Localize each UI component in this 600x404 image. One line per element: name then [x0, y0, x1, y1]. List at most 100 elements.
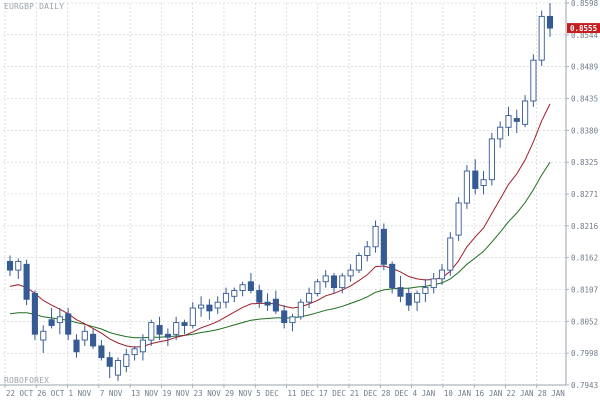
candle: [231, 287, 238, 303]
price-label: 0.8435: [571, 95, 598, 104]
price-label: 0.7998: [571, 349, 599, 358]
candle: [264, 293, 271, 311]
candle: [15, 258, 22, 279]
candle-body-bull: [538, 15, 545, 61]
candle-body-bull: [339, 275, 346, 289]
current-price-label: 0.8555: [570, 24, 597, 33]
candle-body-bear: [513, 118, 520, 122]
date-label: 4 JAN: [413, 389, 436, 398]
candle: [430, 273, 437, 294]
date-label: 28 DEC: [381, 389, 408, 398]
candle: [139, 334, 146, 361]
candle: [23, 259, 30, 306]
candle-body-bull: [505, 115, 512, 128]
candle: [546, 3, 554, 37]
candle: [505, 106, 512, 136]
candle-body-bull: [56, 316, 63, 324]
current-price-tag: [567, 23, 600, 34]
date-label: 7 NOV: [100, 389, 123, 398]
candle-body-bull: [530, 59, 537, 102]
candle: [513, 109, 520, 134]
ma-fast-line: [9, 103, 551, 348]
candle: [530, 54, 537, 107]
price-label: 0.8325: [571, 158, 598, 167]
candle: [173, 316, 180, 341]
candle: [206, 299, 213, 320]
date-label: 11 DEC: [288, 389, 315, 398]
moving-averages: [9, 103, 551, 348]
candle: [289, 313, 296, 332]
candle: [306, 287, 313, 309]
candle: [455, 197, 462, 241]
candle-body-bear: [264, 301, 271, 306]
candle-body-bear: [405, 292, 412, 306]
candle-body-bull: [455, 202, 462, 236]
candle-body-bull: [297, 301, 304, 318]
candle-body-bull: [231, 290, 238, 297]
price-label: 0.8380: [571, 126, 599, 135]
candle: [181, 319, 188, 335]
candle-body-bull: [15, 260, 22, 271]
date-label: 13 NOV: [131, 389, 159, 398]
candle-body-bull: [430, 278, 437, 289]
candle: [164, 328, 171, 346]
candle-body-bear: [546, 15, 554, 29]
candle: [81, 325, 88, 346]
candle: [438, 264, 446, 285]
candle: [355, 252, 362, 274]
date-label: 28 JAN: [538, 389, 565, 398]
price-label: 0.8162: [571, 254, 598, 263]
candle: [330, 273, 338, 294]
candle-body-bear: [164, 333, 171, 338]
candle: [380, 223, 387, 271]
date-label: 16 JAN: [475, 389, 502, 398]
candle-body-bull: [189, 307, 196, 326]
candle-body-bull: [148, 322, 155, 341]
candle: [198, 296, 205, 317]
candle-body-bull: [289, 316, 296, 324]
candle-body-bull: [355, 255, 362, 271]
date-label: 23 NOV: [194, 389, 222, 398]
candle-body-bear: [23, 263, 30, 300]
candle-body-bear: [281, 310, 288, 324]
candle: [422, 278, 429, 303]
candle-body-bull: [414, 292, 421, 303]
candle-body-bull: [422, 287, 429, 294]
candle: [538, 10, 545, 66]
candle: [40, 325, 47, 353]
candle: [239, 281, 246, 297]
candle-body-bull: [322, 275, 329, 283]
candle-body-bear: [6, 260, 14, 271]
candle-body-bull: [488, 138, 495, 181]
price-label: 0.8216: [571, 222, 599, 231]
candle-body-bull: [131, 348, 138, 356]
candle-body-bear: [90, 333, 97, 347]
candle: [472, 159, 479, 195]
candle-body-bear: [397, 287, 404, 297]
candle: [297, 299, 304, 320]
date-label: 21 DEC: [350, 389, 377, 398]
candle-body-bull: [40, 330, 47, 341]
candle-body-bull: [480, 179, 487, 186]
candle: [247, 273, 254, 294]
candle: [98, 340, 105, 361]
candle: [73, 334, 80, 358]
candles: [6, 3, 554, 381]
candle-body-bull: [447, 237, 454, 271]
candle: [447, 232, 454, 276]
date-label: 10 JAN: [444, 389, 471, 398]
candle-body-bull: [222, 292, 230, 303]
date-label: 1 NOV: [69, 389, 92, 398]
candle-body-bear: [330, 275, 338, 289]
date-label: 5 DEC: [256, 389, 279, 398]
price-label: 0.8489: [571, 63, 598, 72]
candle: [65, 308, 72, 341]
candle: [156, 316, 163, 341]
candle: [90, 328, 97, 349]
candle-body-bull: [372, 225, 379, 248]
